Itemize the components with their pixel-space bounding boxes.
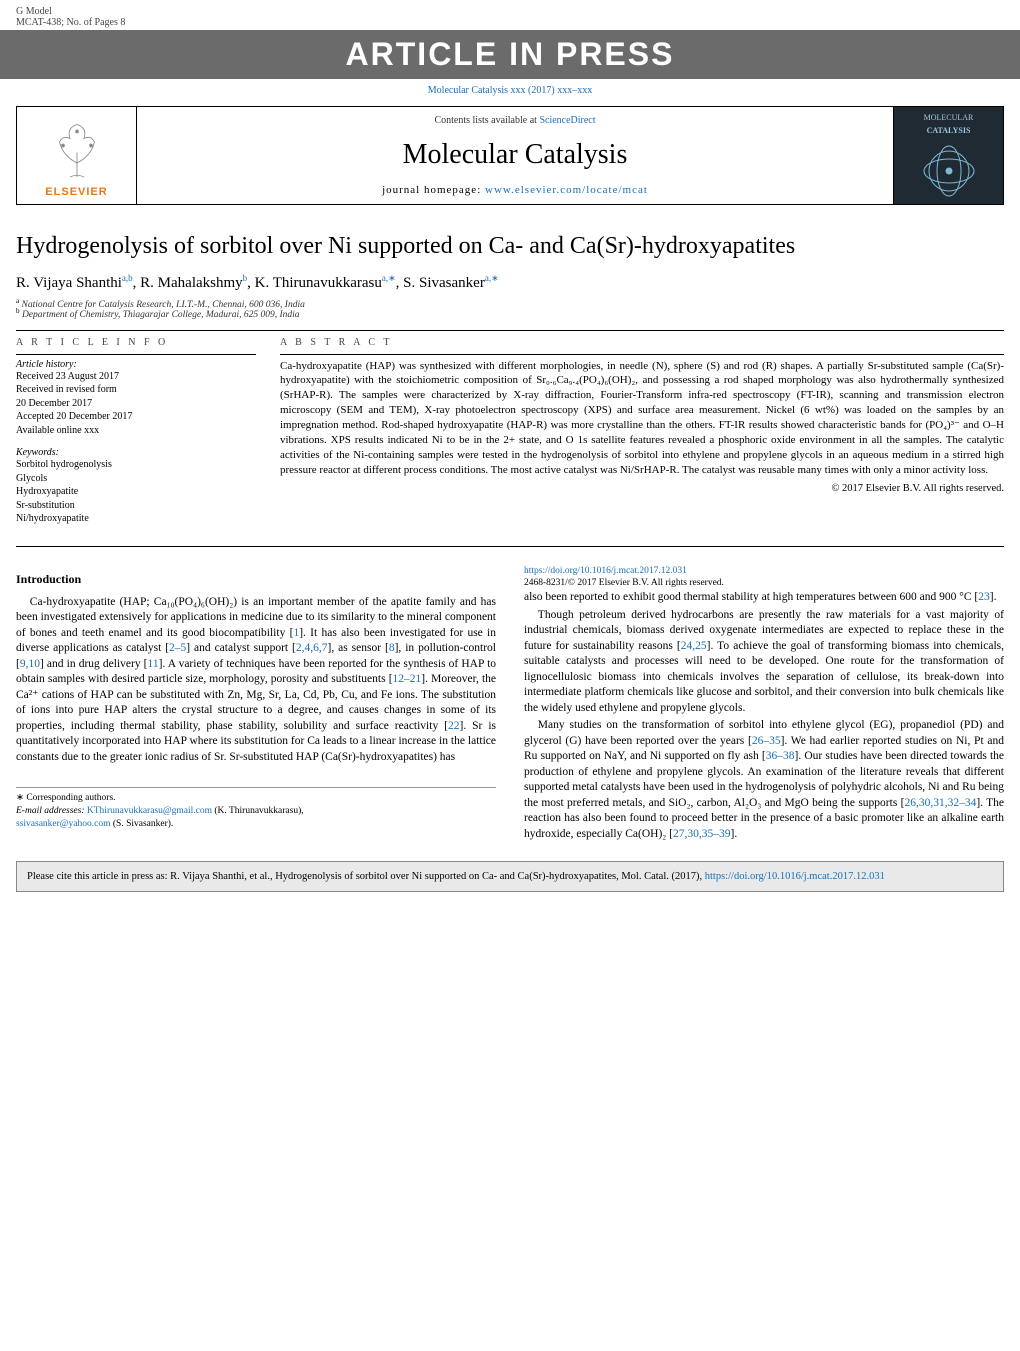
affiliations: a National Centre for Catalysis Research… [16,300,1004,320]
divider [16,330,1004,331]
divider [16,546,1004,547]
article-info-column: A R T I C L E I N F O Article history: R… [16,337,256,536]
journal-reference: Molecular Catalysis xxx (2017) xxx–xxx [0,79,1020,102]
journal-header-box: ELSEVIER Contents lists available at Sci… [16,106,1004,205]
mcat-id: MCAT-438; No. of Pages 8 [16,17,125,28]
journal-homepage-line: journal homepage: www.elsevier.com/locat… [143,184,887,196]
header-strip: G Model MCAT-438; No. of Pages 8 [0,0,1020,30]
abstract-column: A B S T R A C T Ca-hydroxyapatite (HAP) … [280,337,1004,536]
gmodel-block: G Model MCAT-438; No. of Pages 8 [16,6,125,28]
journal-cover-thumb: MOLECULAR CATALYSIS [893,107,1003,204]
journal-ref-link[interactable]: Molecular Catalysis xxx (2017) xxx–xxx [428,85,592,96]
corresponding-block: ∗ Corresponding authors. E-mail addresse… [16,787,496,830]
history-label: Article history: [16,359,256,370]
keyword-item: Glycols [16,472,256,486]
keyword-item: Ni/hydroxyapatite [16,512,256,526]
corresponding-star: ∗ Corresponding authors. [16,792,496,805]
sciencedirect-link[interactable]: ScienceDirect [539,115,595,126]
elsevier-tree-icon [42,114,112,184]
citation-box: Please cite this article in press as: R.… [16,861,1004,893]
abstract-copyright: © 2017 Elsevier B.V. All rights reserved… [280,483,1004,494]
doi-block: https://doi.org/10.1016/j.mcat.2017.12.0… [524,565,1004,591]
gmodel-text: G Model [16,6,125,17]
body-text: Introduction Ca-hydroxyapatite (HAP; Ca₁… [16,565,1004,843]
email-link-2[interactable]: ssivasanker@yahoo.com [16,819,111,829]
article-in-press-banner: ARTICLE IN PRESS [0,30,1020,79]
article-info-head: A R T I C L E I N F O [16,337,256,348]
cover-text-top: MOLECULAR [924,113,974,122]
cite-text: Please cite this article in press as: R.… [27,871,705,882]
homepage-link[interactable]: www.elsevier.com/locate/mcat [485,184,648,196]
history-line: Received in revised form [16,383,256,397]
issn-line: 2468-8231/© 2017 Elsevier B.V. All right… [524,578,724,588]
journal-title: Molecular Catalysis [143,139,887,171]
body-para-2: also been reported to exhibit good therm… [524,590,1004,606]
doi-link[interactable]: https://doi.org/10.1016/j.mcat.2017.12.0… [524,566,687,576]
cover-text-bottom: CATALYSIS [927,126,971,135]
abstract-text: Ca-hydroxyapatite (HAP) was synthesized … [280,359,1004,478]
keywords-label: Keywords: [16,447,256,458]
contents-prefix: Contents lists available at [434,115,539,126]
authors-line: R. Vijaya Shanthia,b, R. Mahalakshmyb, K… [16,275,1004,292]
abstract-head: A B S T R A C T [280,337,1004,348]
history-line: 20 December 2017 [16,397,256,411]
header-center: Contents lists available at ScienceDirec… [137,107,893,204]
cover-swirl-icon [919,143,979,198]
elsevier-logo: ELSEVIER [17,107,137,204]
article-history-block: Article history: Received 23 August 2017… [16,359,256,438]
affiliation-b: b Department of Chemistry, Thiagarajar C… [16,310,1004,320]
corresponding-emails: E-mail addresses: KThirunavukkarasu@gmai… [16,805,496,831]
elsevier-label: ELSEVIER [45,186,107,198]
body-para-3: Though petroleum derived hydrocarbons ar… [524,608,1004,717]
homepage-label: journal homepage: [382,184,485,196]
history-line: Available online xxx [16,424,256,438]
email-link-1[interactable]: KThirunavukkarasu@gmail.com [87,806,212,816]
body-para-4: Many studies on the transformation of so… [524,718,1004,842]
cite-doi-link[interactable]: https://doi.org/10.1016/j.mcat.2017.12.0… [705,871,885,882]
introduction-heading: Introduction [16,571,496,587]
history-line: Received 23 August 2017 [16,370,256,384]
affiliation-a: a National Centre for Catalysis Research… [16,300,1004,310]
body-para-1: Ca-hydroxyapatite (HAP; Ca₁₀(PO₄)₆(OH)₂)… [16,595,496,766]
article-title: Hydrogenolysis of sorbitol over Ni suppo… [16,233,1004,261]
history-line: Accepted 20 December 2017 [16,410,256,424]
keyword-item: Sr-substitution [16,499,256,513]
contents-list-line: Contents lists available at ScienceDirec… [143,115,887,126]
keyword-item: Sorbitol hydrogenolysis [16,458,256,472]
keyword-item: Hydroxyapatite [16,485,256,499]
keywords-block: Keywords: Sorbitol hydrogenolysisGlycols… [16,447,256,526]
